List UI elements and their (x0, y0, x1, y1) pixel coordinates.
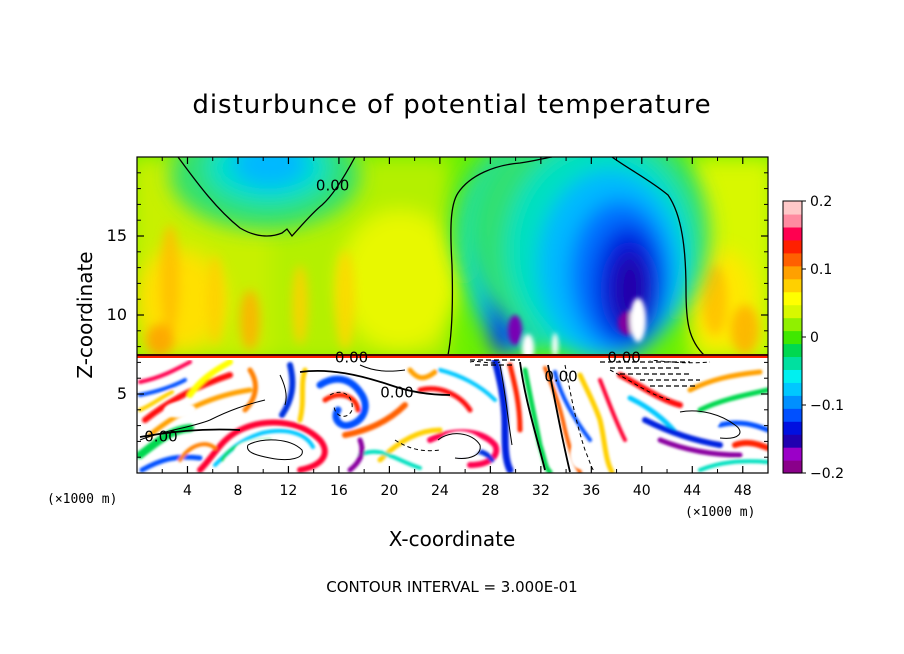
y-tick-label: 15 (107, 226, 127, 245)
contour-lines-upper (177, 157, 706, 357)
x-axis: 4 8 12 16 20 24 28 32 36 40 44 48 (161, 157, 752, 499)
colorbar-swatch (783, 421, 802, 435)
colorbar-swatch (783, 447, 802, 461)
colorbar-swatch (783, 265, 802, 280)
y-axis: 5 10 15 (107, 172, 768, 458)
x-tick-label: 40 (633, 483, 651, 499)
colorbar-swatch (783, 330, 802, 345)
colorbar-swatch (783, 252, 802, 267)
colorbar-swatch (783, 226, 802, 241)
x-tick-label: 32 (532, 483, 550, 499)
contour-label: 0.00 (144, 428, 177, 446)
x-tick-label: 36 (582, 483, 600, 499)
colorbar-swatch (783, 395, 802, 409)
colorbar-swatch (783, 213, 802, 228)
lower-field (137, 357, 768, 473)
colorbar-tick-label: −0.2 (810, 466, 844, 482)
contour-label: 0.00 (335, 349, 368, 367)
chart-title: disturbunce of potential temperature (192, 90, 711, 120)
colorbar-swatch (783, 317, 802, 332)
x-tick-label: 48 (734, 483, 752, 499)
y-tick-label: 5 (117, 384, 127, 403)
x-axis-label: X-coordinate (389, 527, 516, 551)
contour-label: 0.00 (316, 176, 349, 194)
colorbar-swatch (783, 201, 802, 215)
y-tick-label: 10 (107, 305, 127, 324)
colorbar-swatch (783, 291, 802, 306)
x-tick-label: 12 (280, 483, 298, 499)
x-tick-label: 16 (330, 483, 348, 499)
x-tick-label: 8 (233, 483, 242, 499)
x-tick-label: 4 (183, 483, 192, 499)
contour-label: 0.00 (380, 383, 413, 401)
interface-band (137, 354, 768, 387)
x-unit-label-left: (×1000 m) (47, 492, 117, 507)
colorbar-swatch (783, 434, 802, 448)
colorbar-tick-label: 0 (810, 330, 819, 346)
colorbar-tick-label: 0.1 (810, 262, 832, 278)
x-tick-label: 28 (481, 483, 499, 499)
colorbar-swatch (783, 278, 802, 293)
x-tick-label: 24 (431, 483, 449, 499)
upper-field (137, 157, 768, 358)
colorbar-swatch (783, 356, 802, 370)
contour-labels: 0.00 0.00 0.00 0.00 0.00 0.00 (144, 176, 641, 445)
x-unit-label-right: (×1000 m) (685, 505, 755, 520)
colorbar-swatch (783, 408, 802, 422)
contour-interval-note: CONTOUR INTERVAL = 3.000E-01 (326, 578, 577, 596)
x-tick-label: 44 (683, 483, 701, 499)
colorbar-tick-label: −0.1 (810, 398, 844, 414)
colorbar-swatch (783, 369, 802, 383)
colorbar: 0.2 0.1 0 −0.1 −0.2 (782, 194, 844, 482)
colorbar-swatch (783, 382, 802, 396)
y-axis-label: Z-coordinate (73, 251, 97, 378)
contour-label: 0.00 (544, 368, 577, 386)
colorbar-tick-label: 0.2 (810, 194, 832, 210)
colorbar-swatch (783, 460, 802, 474)
x-tick-label: 20 (380, 483, 398, 499)
contour-label: 0.00 (607, 349, 640, 367)
colorbar-swatch (783, 343, 802, 358)
colorbar-swatch (783, 304, 802, 319)
colorbar-swatch (783, 239, 802, 254)
